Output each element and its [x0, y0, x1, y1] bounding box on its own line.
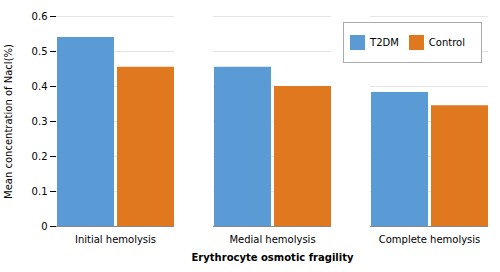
svg-text:Complete hemolysis: Complete hemolysis: [379, 234, 481, 245]
svg-text:0.4: 0.4: [32, 81, 48, 92]
svg-text:0.6: 0.6: [32, 11, 48, 22]
html-text:T2DM: T2DM: [370, 37, 399, 48]
svg-text:0.1: 0.1: [32, 186, 48, 197]
html-text:Control: Control: [428, 37, 465, 48]
svg-text:0.3: 0.3: [32, 116, 48, 127]
svg-text:Medial hemolysis: Medial hemolysis: [229, 234, 315, 245]
svg-text:Mean concentration of Nacl(%): Mean concentration of Nacl(%): [3, 44, 14, 199]
svg-text:Erythrocyte osmotic fragility: Erythrocyte osmotic fragility: [192, 252, 354, 263]
svg-text:Initial hemolysis: Initial hemolysis: [75, 234, 156, 245]
svg-text:0: 0: [41, 221, 47, 232]
svg-text:0.5: 0.5: [32, 46, 48, 57]
svg-text:0.2: 0.2: [32, 151, 48, 162]
